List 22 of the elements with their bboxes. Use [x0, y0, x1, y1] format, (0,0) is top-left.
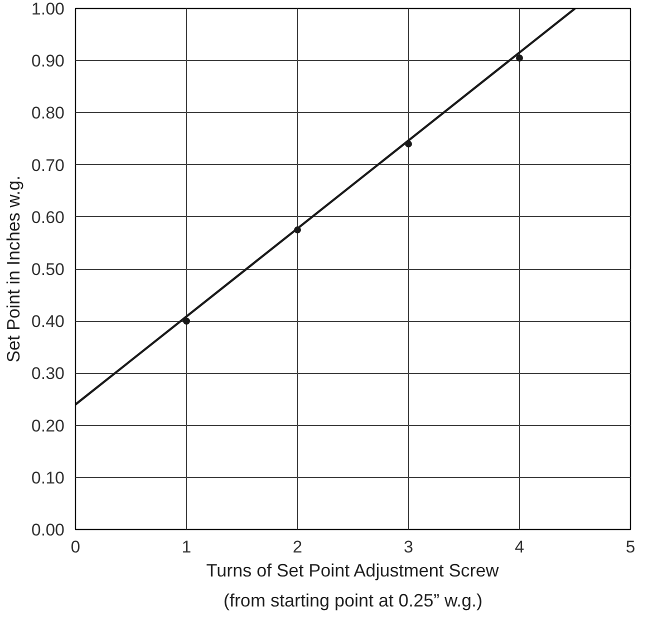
y-tick-label: 1.00 — [31, 0, 65, 18]
x-tick-label: 4 — [514, 538, 524, 556]
y-tick-label: 0.90 — [31, 52, 65, 71]
y-tick-label: 0.80 — [31, 104, 65, 123]
x-axis-title: Turns of Set Point Adjustment Screw — [206, 560, 500, 580]
y-tick-label: 0.20 — [31, 416, 65, 436]
point — [516, 54, 523, 62]
x-tick-label: 2 — [292, 538, 302, 556]
y-tick-label: 0.40 — [31, 312, 65, 332]
point — [183, 318, 190, 325]
y-tick-label: 0.00 — [31, 520, 65, 540]
y-tick-label: 0.10 — [31, 468, 65, 488]
y-axis-title: Set Point in Inches w.g. — [3, 175, 24, 363]
y-tick-label: 0.50 — [31, 260, 65, 279]
y-tick-label: 0.30 — [31, 364, 65, 384]
y-tick-label: 0.70 — [31, 156, 65, 175]
x-tick-label: 5 — [626, 538, 636, 556]
y-tick-label: 0.60 — [31, 208, 65, 227]
x-tick-label: 3 — [404, 538, 414, 556]
x-tick-label: 1 — [182, 538, 192, 556]
x-tick-label: 0 — [70, 538, 80, 556]
text: (from starting point at 0.25” w.g.) — [223, 590, 483, 610]
